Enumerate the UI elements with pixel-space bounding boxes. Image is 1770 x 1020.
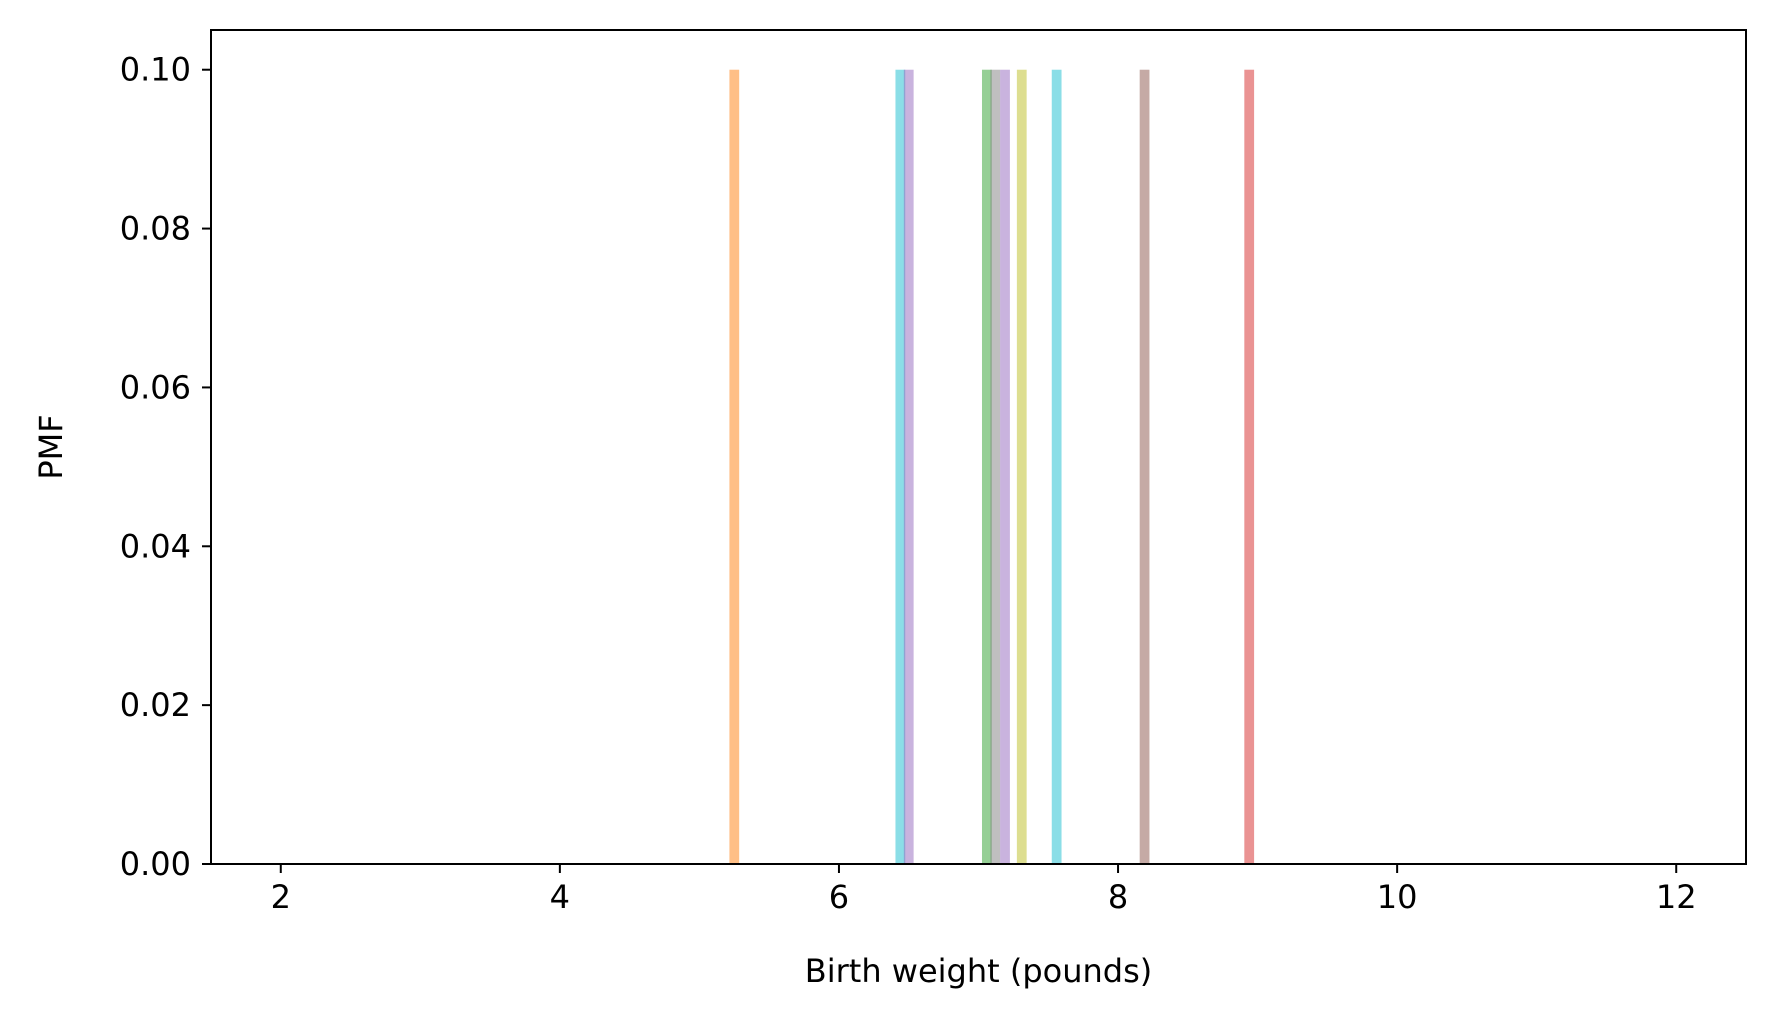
bar-7 — [1016, 69, 1027, 864]
bars-layer — [729, 69, 1255, 864]
y-axis-label: PMF — [32, 414, 70, 479]
x-tick-label: 4 — [550, 878, 570, 916]
y-tick-label: 0.04 — [120, 527, 191, 565]
y-tick-label: 0.02 — [120, 686, 191, 724]
bar-8 — [1051, 69, 1062, 864]
x-tick-label: 6 — [829, 878, 849, 916]
bar-9 — [1139, 69, 1150, 864]
x-tick-label: 8 — [1108, 878, 1128, 916]
bar-4 — [981, 69, 992, 864]
x-axis: 2 4 6 8 10 12 — [271, 864, 1697, 916]
bar-5 — [990, 69, 1001, 864]
y-tick-label: 0.10 — [120, 51, 191, 89]
y-axis: 0.00 0.02 0.04 0.06 0.08 0.10 — [120, 51, 211, 883]
plot-frame — [210, 29, 1747, 865]
y-tick-label: 0.08 — [120, 210, 191, 248]
x-tick-label: 12 — [1656, 878, 1697, 916]
bar-10 — [1244, 69, 1255, 864]
bar-2 — [895, 69, 906, 864]
x-tick-label: 10 — [1377, 878, 1418, 916]
y-tick-label: 0.06 — [120, 368, 191, 406]
y-tick-label: 0.00 — [120, 845, 191, 883]
x-axis-label: Birth weight (pounds) — [805, 952, 1152, 990]
bar-3 — [903, 69, 914, 864]
x-tick-label: 2 — [271, 878, 291, 916]
bar-6 — [1000, 69, 1010, 864]
bar-1 — [729, 69, 740, 864]
